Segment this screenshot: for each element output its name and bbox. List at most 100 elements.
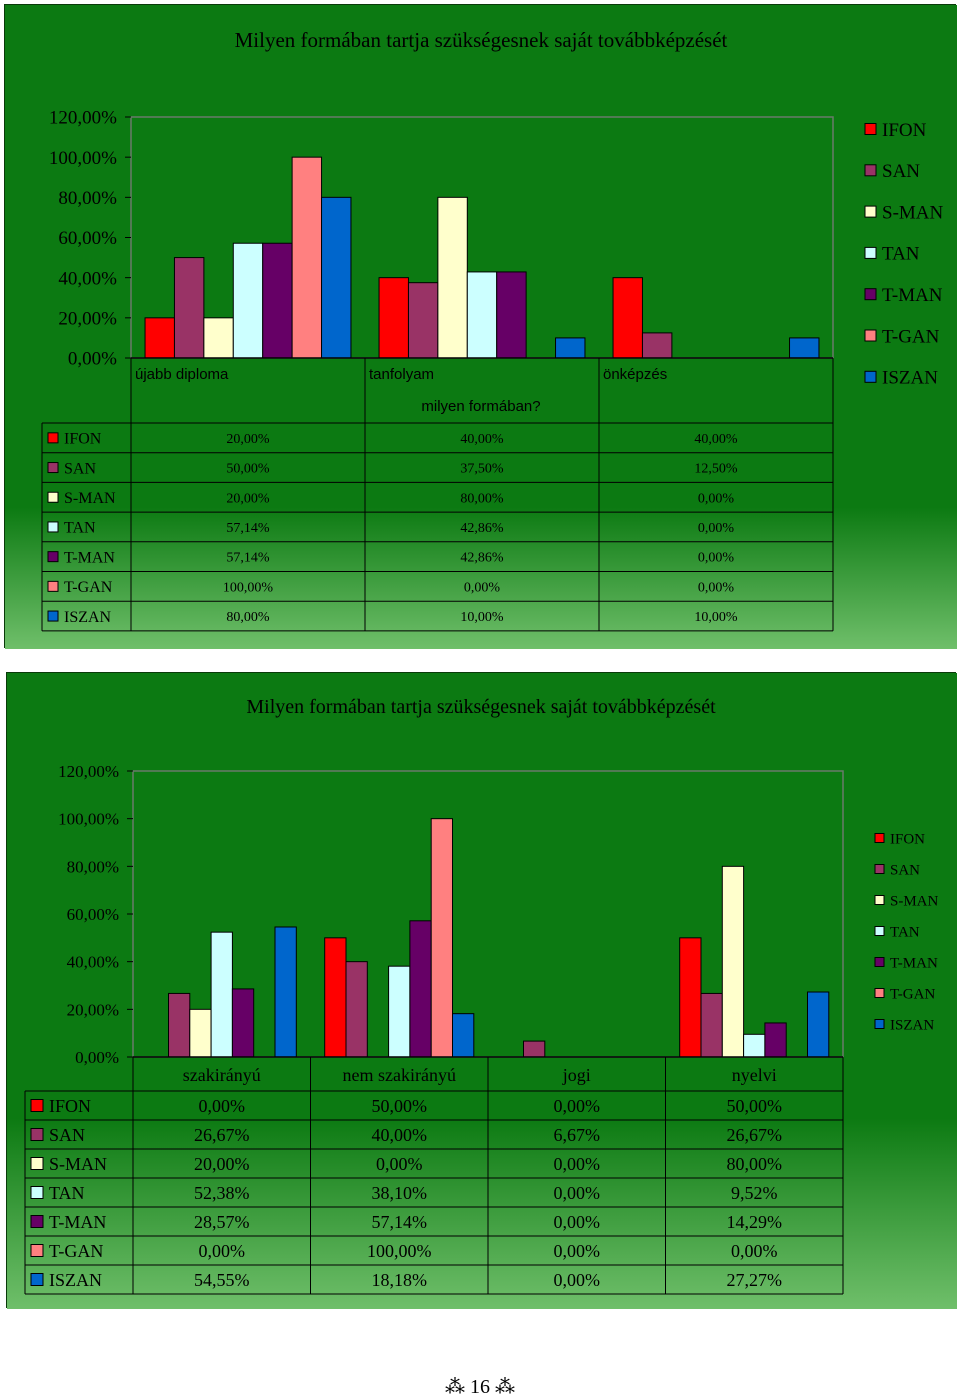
y-tick-label: 40,00% [67,953,119,972]
table-legend-key-san [47,462,59,474]
bar-san-onkepzes [641,332,673,359]
bar-tan-nyelvi [743,1033,766,1058]
legend-label-t-man: T-MAN [890,955,938,971]
y-tick-label: 100,00% [58,810,119,829]
table-cell-s-man-onkepzes: 0,00% [698,491,735,506]
table-cell-iszan-tanfolyam: 10,00% [460,610,504,625]
table-cell-san-ujabb-diploma: 50,00% [226,462,270,477]
table-cell-t-gan-szakiranyu: 0,00% [199,1241,246,1261]
table-cell-tan-onkepzes: 0,00% [698,521,735,536]
table-cell-tan-jogi: 0,00% [554,1183,601,1203]
table-cell-s-man-ujabb-diploma: 20,00% [226,491,270,506]
table-legend-key-san [30,1128,44,1141]
category-label-tanfolyam: tanfolyam [369,366,434,383]
bar-ifon-tanfolyam [378,277,409,359]
table-cell-s-man-nyelvi: 80,00% [727,1154,783,1174]
table-series-name-tan: TAN [64,520,96,537]
bar-s-man-nyelvi [721,865,745,1058]
bar-iszan-nyelvi [807,991,830,1058]
bar-iszan-szakiranyu [274,926,297,1058]
table-legend-key-t-gan [47,580,59,592]
bar-iszan-tanfolyam [555,337,586,359]
legend-key-t-gan [864,329,877,342]
bar-ifon-onkepzes [612,277,643,359]
bar-t-man-szakiranyu [231,988,255,1058]
table-cell-t-man-nem-szakiranyu: 57,14% [372,1212,428,1232]
table-cell-iszan-nem-szakiranyu: 18,18% [372,1270,428,1290]
table-legend-key-t-man [47,551,59,563]
table-cell-t-gan-jogi: 0,00% [554,1241,601,1261]
chart-bottom-svg: Milyen formában tartja szükségesnek sajá… [7,673,957,1309]
table-series-name-iszan: ISZAN [64,609,112,626]
chart-top-svg: Milyen formában tartja szükségesnek sajá… [5,5,957,649]
category-label-szakiranyu: szakirányú [183,1065,261,1085]
table-cell-ifon-szakiranyu: 0,00% [199,1096,246,1116]
y-tick-label: 0,00% [68,349,117,370]
category-label-ujabb-diploma: újabb diploma [135,366,229,383]
bar-san-jogi [523,1040,546,1058]
legend-key-san [874,864,885,874]
table-cell-ifon-tanfolyam: 40,00% [460,432,504,447]
bar-t-gan-nem-szakiranyu [430,818,454,1058]
chart-panel-bottom: Milyen formában tartja szükségesnek sajá… [6,672,957,1309]
legend-label-t-man: T-MAN [882,285,943,306]
table-cell-iszan-szakiranyu: 54,55% [194,1270,250,1290]
table-legend-key-s-man [30,1157,44,1170]
table-cell-ifon-nem-szakiranyu: 50,00% [372,1096,428,1116]
table-cell-tan-tanfolyam: 42,86% [460,521,504,536]
table-cell-ifon-ujabb-diploma: 20,00% [226,432,270,447]
bar-san-ujabb-diploma [173,257,205,359]
table-cell-san-nem-szakiranyu: 40,00% [372,1125,428,1145]
legend-key-t-man [864,288,877,301]
table-legend-key-ifon [47,432,59,444]
legend-key-iszan [864,370,877,383]
category-label-nyelvi: nyelvi [732,1065,777,1085]
table-cell-s-man-szakiranyu: 20,00% [194,1154,250,1174]
chart-panel-top: Milyen formában tartja szükségesnek sajá… [4,4,957,649]
bar-t-man-ujabb-diploma [262,242,293,359]
footer-ornament-left: ⁂ [445,1376,465,1398]
table-legend-key-tan [30,1186,44,1199]
table-legend-key-s-man [47,491,59,503]
table-cell-t-man-szakiranyu: 28,57% [194,1212,250,1232]
legend-label-ifon: IFON [882,120,927,141]
legend-label-t-gan: T-GAN [890,986,935,1002]
legend-label-iszan: ISZAN [882,368,938,389]
bar-ifon-nem-szakiranyu [324,937,347,1058]
table-legend-key-t-man [30,1215,44,1228]
bar-iszan-nem-szakiranyu [452,1013,475,1058]
chart-title: Milyen formában tartja szükségesnek sajá… [235,28,728,52]
table-series-name-san: SAN [64,460,96,477]
table-legend-key-t-gan [30,1244,44,1257]
table-cell-t-man-nyelvi: 14,29% [727,1212,783,1232]
table-series-name-iszan: ISZAN [49,1270,102,1290]
table-cell-san-jogi: 6,67% [554,1125,601,1145]
table-series-name-t-man: T-MAN [49,1212,106,1232]
category-label-jogi: jogi [562,1065,591,1085]
table-legend-key-iszan [30,1273,44,1286]
legend-label-ifon: IFON [890,831,925,847]
table-series-name-s-man: S-MAN [64,490,116,507]
bar-san-tanfolyam [407,282,439,359]
table-cell-s-man-jogi: 0,00% [554,1154,601,1174]
table-series-name-ifon: IFON [49,1096,91,1116]
bar-t-man-nem-szakiranyu [409,920,432,1058]
table-cell-san-onkepzes: 12,50% [694,462,738,477]
y-tick-label: 120,00% [49,108,117,129]
table-cell-iszan-onkepzes: 10,00% [694,610,738,625]
legend-key-tan [864,246,877,259]
y-tick-label: 80,00% [58,188,117,209]
legend-key-ifon [864,123,877,135]
table-legend-key-ifon [30,1099,44,1112]
bar-t-man-nyelvi [764,1022,787,1058]
bar-tan-nem-szakiranyu [388,965,411,1058]
bar-san-nyelvi [700,992,723,1058]
legend-key-ifon [874,833,885,843]
table-cell-s-man-nem-szakiranyu: 0,00% [376,1154,423,1174]
legend-label-san: SAN [890,862,920,878]
bar-ifon-ujabb-diploma [144,317,175,359]
y-tick-label: 0,00% [75,1048,119,1067]
table-cell-san-nyelvi: 26,67% [727,1125,783,1145]
table-cell-s-man-tanfolyam: 80,00% [460,491,504,506]
table-cell-tan-ujabb-diploma: 57,14% [226,521,270,536]
